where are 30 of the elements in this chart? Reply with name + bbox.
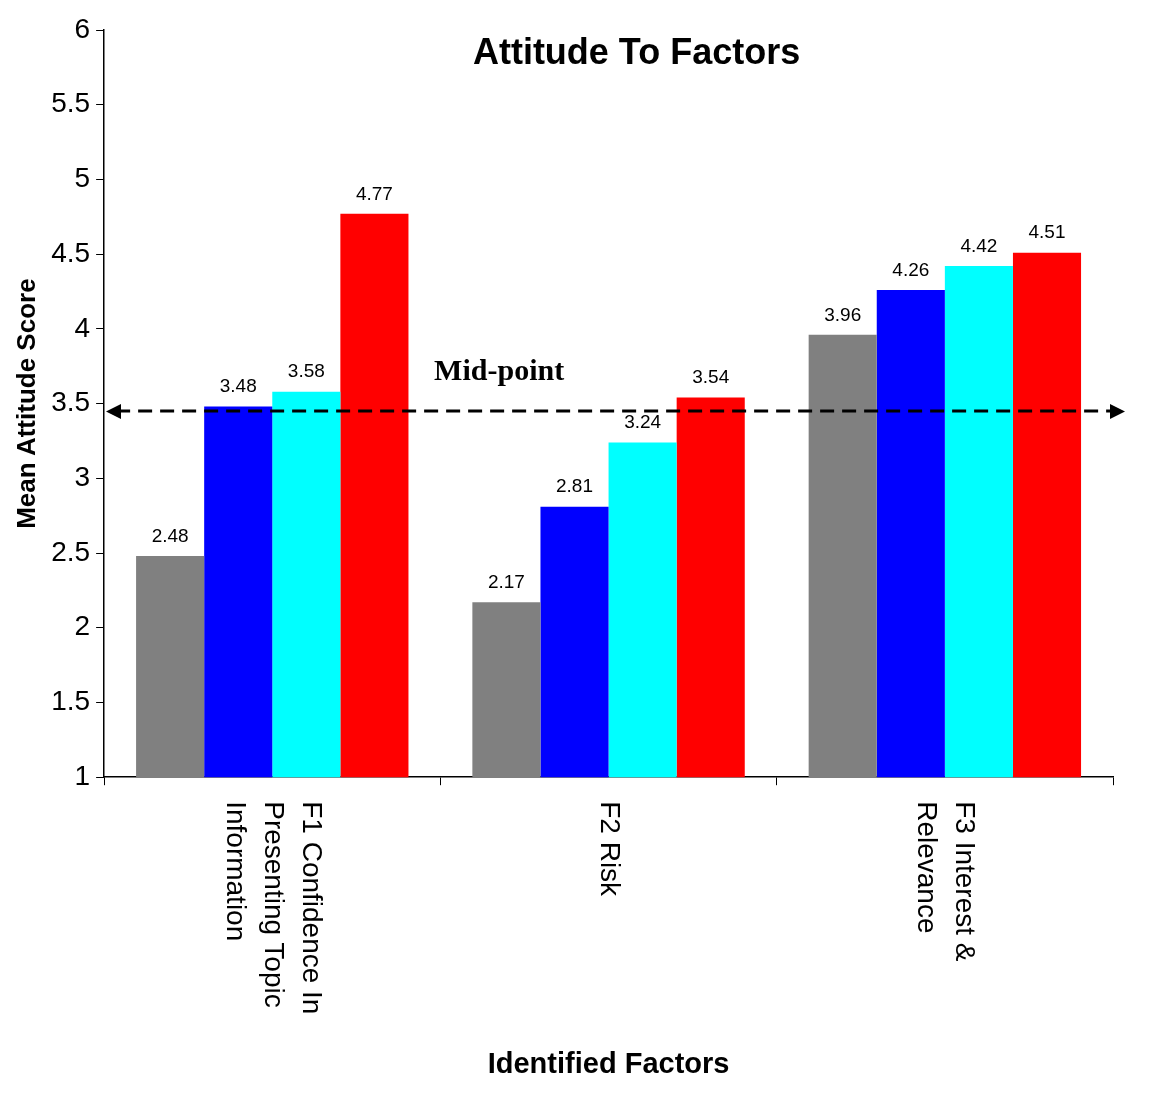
y-tick-label: 6 bbox=[74, 12, 91, 44]
y-tick-label: 2.5 bbox=[51, 535, 91, 567]
data-label: 3.48 bbox=[219, 375, 257, 397]
data-label: 3.24 bbox=[624, 411, 662, 433]
data-label: 3.54 bbox=[692, 366, 730, 388]
data-label: 4.51 bbox=[1028, 221, 1066, 243]
x-tick-label: F1 Confidence In Presenting Topic Information bbox=[220, 801, 328, 1015]
data-label: 4.42 bbox=[960, 234, 998, 256]
y-tick-label: 4 bbox=[74, 311, 91, 343]
y-tick-label: 5 bbox=[74, 162, 91, 194]
ref-line-label: Mid-point bbox=[434, 352, 565, 386]
x-tick-label: F2 Risk bbox=[594, 801, 626, 898]
y-axis-title: Mean Attitude Score bbox=[10, 278, 41, 529]
data-label: 3.96 bbox=[824, 303, 862, 325]
data-label: 4.77 bbox=[355, 182, 393, 204]
y-tick-label: 1 bbox=[74, 759, 91, 791]
y-tick-label: 5.5 bbox=[51, 87, 91, 119]
data-label: 2.81 bbox=[556, 475, 593, 497]
y-tick-label: 3 bbox=[74, 461, 91, 493]
data-label: 2.17 bbox=[487, 571, 525, 593]
y-tick-label: 3.5 bbox=[51, 386, 91, 418]
x-axis-title: Identified Factors bbox=[487, 1046, 730, 1079]
data-label: 4.26 bbox=[892, 258, 930, 280]
y-tick-label: 2 bbox=[74, 610, 91, 642]
data-label: 3.58 bbox=[287, 360, 325, 382]
y-tick-label: 1.5 bbox=[51, 685, 91, 717]
data-label: 2.48 bbox=[151, 524, 189, 546]
y-tick-label: 4.5 bbox=[51, 236, 91, 268]
x-tick-label: F3 Interest & Relevance bbox=[912, 801, 982, 962]
chart-title: Attitude To Factors bbox=[472, 30, 801, 72]
